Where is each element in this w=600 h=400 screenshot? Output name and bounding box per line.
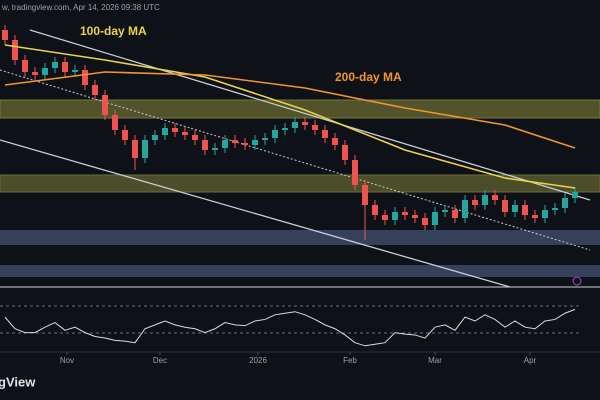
candle-body [442, 210, 448, 212]
trendline [29, 29, 591, 201]
candle-body [32, 72, 38, 75]
x-tick-label: Mar [428, 356, 442, 365]
candle-body [272, 130, 278, 138]
candle-body [512, 205, 518, 212]
candle-body [12, 40, 18, 60]
candle-body [552, 208, 558, 210]
candle-body [352, 160, 358, 185]
candle-body [112, 115, 118, 130]
candle-body [562, 198, 568, 208]
x-tick-label: 2026 [249, 356, 267, 365]
candle-body [82, 70, 88, 85]
candle-body [322, 130, 328, 138]
ma-label: 200-day MA [335, 70, 402, 84]
candle-body [292, 122, 298, 128]
candle-body [2, 30, 8, 40]
candle-body [362, 185, 368, 205]
candle-body [382, 215, 388, 220]
candle-body [392, 212, 398, 220]
candle-body [42, 68, 48, 75]
candle-body [312, 125, 318, 130]
trendline [0, 139, 511, 288]
candle-body [532, 215, 538, 218]
candle-body [202, 140, 208, 150]
candle-body [422, 218, 428, 225]
candle-body [252, 140, 258, 145]
candle-body [122, 130, 128, 140]
candle-body [192, 135, 198, 140]
candle-body [282, 128, 288, 130]
candle-body [92, 85, 98, 95]
candle-body [72, 70, 78, 72]
candle-body [142, 140, 148, 158]
candle-body [492, 195, 498, 200]
candle-body [522, 205, 528, 215]
candle-body [212, 148, 218, 150]
candle-body [232, 140, 238, 143]
x-tick-label: Dec [153, 356, 167, 365]
candle-body [262, 138, 268, 140]
x-tick-label: Apr [524, 356, 537, 365]
x-tick-label: Feb [343, 356, 357, 365]
candle-body [102, 95, 108, 115]
candle-body [432, 212, 438, 225]
candle-body [402, 212, 408, 215]
candle-body [502, 200, 508, 212]
candle-body [572, 192, 578, 198]
candle-body [482, 195, 488, 205]
candle-body [462, 200, 468, 218]
candle-body [302, 122, 308, 125]
x-tick-label: Nov [60, 356, 74, 365]
moving-average [4, 71, 576, 149]
support-zone [0, 230, 600, 245]
candle-body [372, 205, 378, 215]
candle-body [222, 140, 228, 148]
candle-body [172, 128, 178, 132]
resistance-zone [0, 174, 600, 193]
candle-body [162, 128, 168, 135]
candle-body [132, 140, 138, 158]
candle-body [412, 215, 418, 218]
moving-average [4, 44, 576, 189]
event-icon [572, 276, 582, 286]
candle-body [52, 62, 58, 68]
candle-body [332, 138, 338, 145]
logo: gView [0, 374, 36, 389]
candle-body [182, 132, 188, 135]
candle-body [22, 60, 28, 72]
candle-body [342, 145, 348, 160]
candle-body [452, 210, 458, 218]
support-zone [0, 265, 600, 277]
candle-body [472, 200, 478, 205]
rsi-line [4, 308, 576, 347]
candle-body [62, 62, 68, 72]
candle-body [242, 143, 248, 145]
candle-body [152, 135, 158, 140]
ma-label: 100-day MA [80, 24, 147, 38]
candle-body [542, 210, 548, 218]
trendline [0, 69, 591, 251]
header: w, tradingview.com, Apr 14, 2026 09:38 U… [1, 3, 160, 12]
